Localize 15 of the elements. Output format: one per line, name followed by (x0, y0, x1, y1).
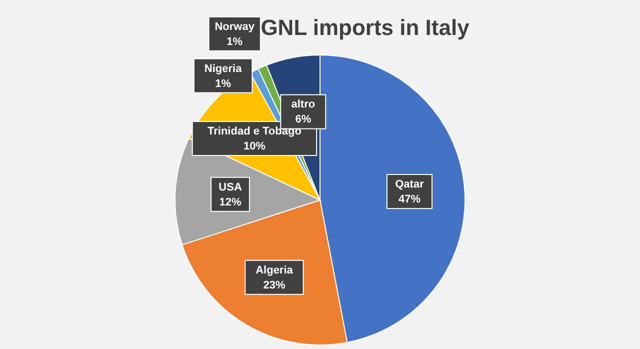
slice-label: Qatar (395, 178, 425, 191)
slice-label: Algeria (256, 264, 294, 276)
data-label: 6% (295, 114, 312, 126)
data-label: 23% (263, 279, 286, 292)
slice-label: Trinidad e Tobago (208, 125, 302, 138)
slice-label: USA (218, 181, 242, 194)
data-label: 47% (398, 194, 421, 206)
data-label: 10% (243, 140, 266, 152)
slice-label: Norway (214, 20, 256, 33)
data-label: 12% (219, 196, 242, 208)
data-label: 1% (226, 36, 243, 48)
chart-title: GNL imports in Italy (260, 15, 470, 40)
slice-label: altro (291, 98, 316, 111)
data-label: 1% (215, 78, 232, 90)
slice-label: Nigeria (204, 62, 243, 75)
